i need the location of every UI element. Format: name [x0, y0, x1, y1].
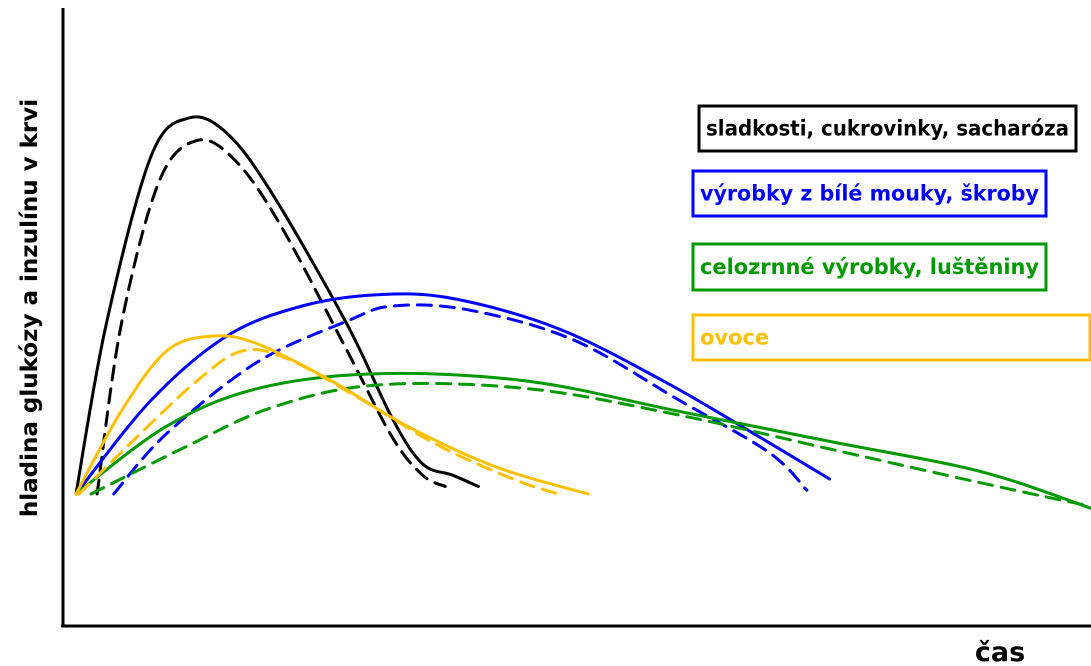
legend-item-vyrobky-z-bile-mouky-skroby: výrobky z bílé mouky, škroby	[691, 169, 1048, 218]
legend-box	[691, 169, 1048, 218]
legend-box	[697, 104, 1078, 153]
y-axis-label: hladina glukózy a inzulínu v krvi	[17, 99, 43, 517]
legend-box	[691, 242, 1048, 292]
legend-label: celozrnné výrobky, luštěniny	[700, 255, 1039, 279]
legend-item-sladkosti-cukrovinky-sacharoza: sladkosti, cukrovinky, sacharóza	[697, 104, 1078, 153]
celozrnne-vyrobky-lusteniny-dashed-line	[89, 381, 1088, 507]
legend-label: výrobky z bílé mouky, škroby	[700, 182, 1039, 206]
legend-box	[691, 313, 1091, 362]
axes	[61, 8, 1091, 628]
legend-item-ovoce: ovoce	[691, 313, 1091, 362]
vyrobky-z-bile-mouky-skroby-solid-line	[74, 292, 831, 496]
celozrnne-vyrobky-lusteniny-solid-line	[74, 371, 1091, 510]
legend-label: sladkosti, cukrovinky, sacharóza	[706, 117, 1069, 141]
legend-label: ovoce	[700, 326, 769, 350]
legend: sladkosti, cukrovinky, sacharóza výrobky …	[691, 104, 1091, 362]
ovoce-dashed-line	[77, 348, 560, 496]
series-curves	[74, 115, 1091, 510]
sladkosti-cukrovinky-sacharoza-solid-line	[74, 115, 480, 496]
vyrobky-z-bile-mouky-skroby-dashed-line	[112, 303, 809, 496]
ovoce-solid-line	[74, 334, 590, 496]
x-axis-label: čas	[975, 637, 1025, 666]
legend-item-celozrnne-vyrobky-lusteniny: celozrnné výrobky, luštěniny	[691, 242, 1048, 292]
sladkosti-cukrovinky-sacharoza-dashed-line	[95, 138, 447, 496]
